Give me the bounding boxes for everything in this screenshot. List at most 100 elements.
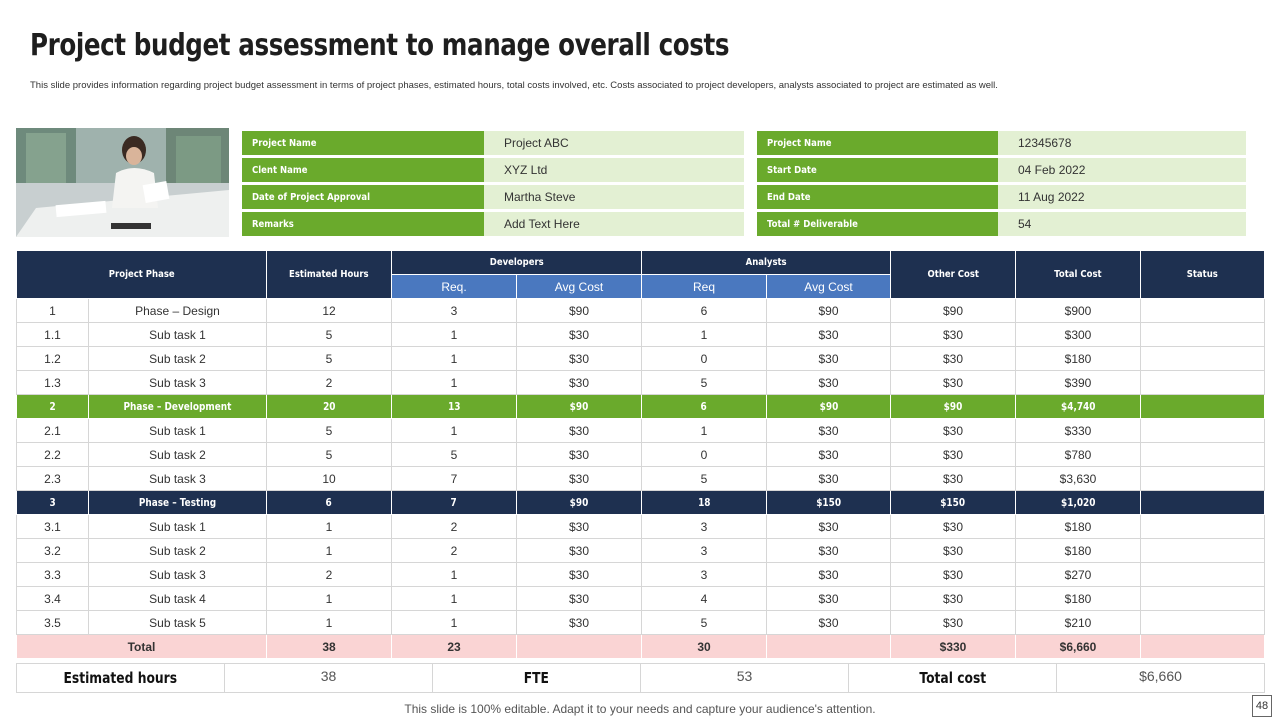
row-dev-req: 1 <box>391 322 517 347</box>
row-status <box>1140 322 1266 347</box>
row-total-cost: $4,740 <box>1015 394 1142 419</box>
row-total-cost: $270 <box>1015 562 1142 587</box>
info-value: XYZ Ltd <box>484 158 744 182</box>
row-hours: 1 <box>266 586 392 611</box>
row-dev-req: 5 <box>391 442 517 467</box>
row-dev-req: 13 <box>391 394 517 419</box>
row-total-cost: $330 <box>1015 418 1142 443</box>
row-status <box>1140 418 1266 443</box>
row-dev-req: 3 <box>391 298 517 323</box>
row-analyst-req: 5 <box>641 370 768 395</box>
row-total-cost: $180 <box>1015 538 1142 563</box>
row-dev-avg-cost: $90 <box>515 490 643 515</box>
header-status: Status <box>1140 250 1266 299</box>
info-row: Clent Name XYZ Ltd <box>242 158 744 182</box>
row-phase: Sub task 1 <box>88 322 267 347</box>
row-analyst-avg-cost: $150 <box>766 490 892 515</box>
row-hours: 2 <box>266 370 392 395</box>
row-id: 3.2 <box>16 538 89 563</box>
row-hours: 2 <box>266 562 392 587</box>
row-id: 3.3 <box>16 562 89 587</box>
row-total-cost: $210 <box>1015 610 1142 635</box>
total-dev-avg <box>515 634 643 659</box>
row-dev-avg-cost: $90 <box>515 298 643 323</box>
row-dev-req: 1 <box>391 370 517 395</box>
row-analyst-avg-cost: $30 <box>766 538 892 563</box>
row-id: 3.1 <box>16 514 89 539</box>
row-analyst-avg-cost: $30 <box>766 346 892 371</box>
info-row: Project Name 12345678 <box>757 131 1246 155</box>
table-row: 2 Phase – Development 20 13 $90 6 $90 $90 $4,740 <box>16 394 1266 419</box>
header-estimated-hours: Estimated Hours <box>266 250 392 299</box>
row-dev-avg-cost: $30 <box>515 586 643 611</box>
row-dev-req: 7 <box>391 490 517 515</box>
footer-note: This slide is 100% editable. Adapt it to… <box>404 702 876 716</box>
info-value: 04 Feb 2022 <box>998 158 1246 182</box>
total-cost-value: $6,660 <box>1056 663 1265 693</box>
info-value: 12345678 <box>998 131 1246 155</box>
row-analyst-req: 1 <box>641 322 768 347</box>
row-total-cost: $180 <box>1015 586 1142 611</box>
row-analyst-req: 5 <box>641 466 768 491</box>
row-analyst-req: 3 <box>641 562 768 587</box>
row-phase: Sub task 3 <box>88 370 267 395</box>
row-analyst-req: 1 <box>641 418 768 443</box>
row-status <box>1140 394 1266 419</box>
row-phase: Sub task 3 <box>88 466 267 491</box>
info-value: Add Text Here <box>484 212 744 236</box>
row-analyst-avg-cost: $30 <box>766 418 892 443</box>
row-dev-req: 1 <box>391 610 517 635</box>
total-analyst-avg <box>766 634 892 659</box>
row-phase: Phase – Development <box>88 394 267 419</box>
table-row: 1.1 Sub task 1 5 1 $30 1 $30 $30 $300 <box>16 322 1266 347</box>
row-id: 1.1 <box>16 322 89 347</box>
row-id: 2.2 <box>16 442 89 467</box>
table-row: 3.4 Sub task 4 1 1 $30 4 $30 $30 $180 <box>16 586 1266 611</box>
row-other-cost: $90 <box>890 298 1017 323</box>
fte-value: 53 <box>640 663 849 693</box>
row-analyst-avg-cost: $30 <box>766 466 892 491</box>
info-value: Project ABC <box>484 131 744 155</box>
row-dev-avg-cost: $30 <box>515 514 643 539</box>
row-status <box>1140 538 1266 563</box>
total-cost-label: Total cost <box>919 669 986 687</box>
row-hours: 1 <box>266 538 392 563</box>
row-analyst-req: 5 <box>641 610 768 635</box>
row-phase: Sub task 2 <box>88 442 267 467</box>
row-phase: Sub task 3 <box>88 562 267 587</box>
fte-label: FTE <box>523 669 550 687</box>
summary-bar: Estimated hours 38 FTE 53 Total cost $6,… <box>16 663 1265 693</box>
total-status <box>1140 634 1266 659</box>
row-id: 3.4 <box>16 586 89 611</box>
row-dev-req: 1 <box>391 562 517 587</box>
page-number: 48 <box>1252 695 1272 717</box>
row-analyst-req: 18 <box>641 490 768 515</box>
row-other-cost: $30 <box>890 442 1017 467</box>
row-hours: 5 <box>266 418 392 443</box>
row-analyst-avg-cost: $30 <box>766 562 892 587</box>
row-analyst-avg-cost: $30 <box>766 322 892 347</box>
info-label: Date of Project Approval <box>252 191 371 203</box>
table-row: 1 Phase – Design 12 3 $90 6 $90 $90 $900 <box>16 298 1266 323</box>
total-total-cost: $6,660 <box>1015 634 1142 659</box>
total-dev-req: 23 <box>391 634 517 659</box>
row-dev-avg-cost: $30 <box>515 322 643 347</box>
info-label: End Date <box>767 191 811 203</box>
row-dev-req: 2 <box>391 514 517 539</box>
row-status <box>1140 442 1266 467</box>
total-row: Total 38 23 30 $330 $6,660 <box>16 634 1266 659</box>
row-other-cost: $30 <box>890 538 1017 563</box>
info-value: 54 <box>998 212 1246 236</box>
row-total-cost: $390 <box>1015 370 1142 395</box>
row-dev-req: 2 <box>391 538 517 563</box>
row-hours: 20 <box>266 394 392 419</box>
row-analyst-req: 0 <box>641 442 768 467</box>
info-row: Remarks Add Text Here <box>242 212 744 236</box>
row-id: 2.3 <box>16 466 89 491</box>
row-id: 1 <box>16 298 89 323</box>
row-other-cost: $30 <box>890 322 1017 347</box>
row-hours: 5 <box>266 346 392 371</box>
table-row: 1.2 Sub task 2 5 1 $30 0 $30 $30 $180 <box>16 346 1266 371</box>
row-other-cost: $30 <box>890 418 1017 443</box>
total-other-cost: $330 <box>890 634 1017 659</box>
